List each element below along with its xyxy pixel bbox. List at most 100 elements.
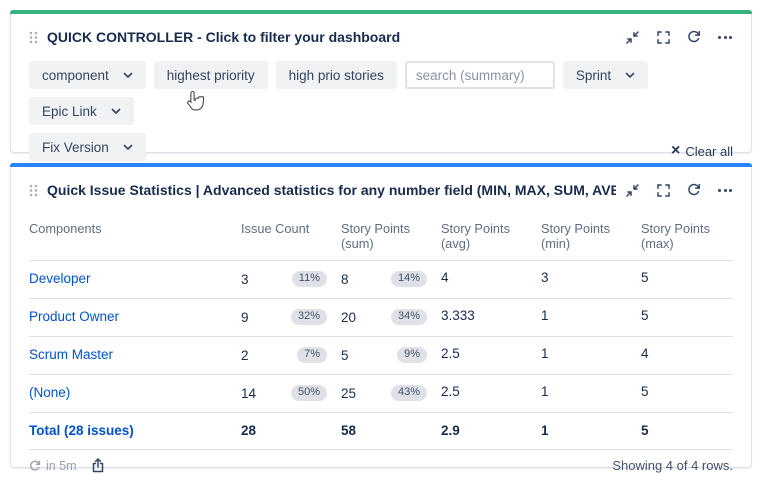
issue-count-value: 14	[241, 385, 257, 401]
table-row: Product Owner 9 32% 20 34% 3.333 1 5	[29, 298, 733, 336]
filter-label: Sprint	[575, 67, 612, 83]
clear-icon: ×	[670, 142, 681, 159]
story-points-avg-value: 2.5	[441, 384, 460, 399]
table-row: Scrum Master 2 7% 5 9% 2.5 1 4	[29, 336, 733, 374]
issue-count-cell: 14 50%	[241, 384, 327, 402]
chevron-down-icon	[123, 144, 133, 151]
story-points-max-value: 5	[641, 384, 649, 399]
clear-all-button[interactable]: × Clear all	[671, 143, 733, 161]
filter-label: Fix Version	[42, 139, 109, 155]
issue-statistics-panel: Quick Issue Statistics | Advanced statis…	[10, 163, 752, 473]
filter-label: highest priority	[166, 67, 255, 83]
story-points-sum-cell: 25 43%	[341, 384, 427, 402]
refresh-countdown-label: in 5m	[46, 458, 77, 473]
component-link[interactable]: Developer	[29, 271, 91, 286]
refresh-countdown[interactable]: in 5m	[29, 459, 77, 473]
column-header: Components	[29, 221, 102, 236]
fullscreen-icon[interactable]	[655, 182, 671, 198]
issue-count-percent-badge: 11%	[291, 270, 327, 288]
refresh-icon[interactable]	[686, 182, 702, 198]
component-link[interactable]: Scrum Master	[29, 347, 114, 362]
table-row: (None) 14 50% 25 43% 2.5 1 5	[29, 374, 733, 412]
story-points-avg-value: 4	[441, 270, 449, 285]
story-points-sum-cell: 8 14%	[341, 270, 427, 288]
export-icon[interactable]	[91, 458, 105, 473]
story-points-avg-value: 3.333	[441, 308, 475, 323]
table-header-row: Components Issue Count Story Points (sum…	[29, 215, 733, 260]
more-options-icon[interactable]	[717, 182, 733, 198]
filter-dropdown-epic-link[interactable]: Epic Link	[29, 97, 134, 125]
column-header: Story Points (max)	[641, 221, 710, 251]
issue-count-percent-badge: 32%	[290, 308, 327, 326]
issue-count-cell: 2 7%	[241, 346, 327, 364]
refresh-icon	[29, 460, 41, 471]
controller-accent-bar	[10, 10, 752, 14]
issue-count-value: 2	[241, 347, 249, 363]
issue-count-value: 9	[241, 309, 249, 325]
total-story-points-max: 5	[641, 423, 649, 438]
story-points-sum-percent-badge: 34%	[390, 308, 427, 326]
column-header: Story Points (min)	[541, 221, 610, 251]
total-story-points-sum: 58	[341, 423, 357, 438]
more-options-icon[interactable]	[717, 29, 733, 45]
collapse-icon[interactable]	[624, 29, 640, 45]
issue-count-cell: 9 32%	[241, 308, 327, 326]
story-points-min-value: 3	[541, 270, 549, 285]
total-label: Total (28 issues)	[29, 423, 134, 438]
issue-count-cell: 3 11%	[241, 270, 327, 288]
story-points-min-value: 1	[541, 308, 549, 323]
total-story-points-min: 1	[541, 423, 549, 438]
summary-search-input[interactable]	[404, 61, 555, 89]
story-points-sum-value: 25	[341, 385, 357, 401]
filter-dropdown-sprint[interactable]: Sprint	[562, 61, 649, 89]
story-points-max-value: 5	[641, 270, 649, 285]
column-header: Story Points (sum)	[341, 221, 410, 251]
filter-button-highest-priority[interactable]: highest priority	[153, 61, 268, 89]
story-points-sum-cell: 20 34%	[341, 308, 427, 326]
chevron-down-icon	[625, 72, 635, 79]
drag-handle-icon[interactable]	[29, 31, 38, 44]
issue-count-percent-badge: 50%	[290, 384, 327, 402]
story-points-min-value: 1	[541, 346, 549, 361]
showing-rows-label: Showing 4 of 4 rows.	[612, 458, 733, 473]
fullscreen-icon[interactable]	[655, 29, 671, 45]
collapse-icon[interactable]	[624, 182, 640, 198]
table-body: Developer 3 11% 8 14% 4 3 5 Product Owne…	[29, 260, 733, 412]
story-points-sum-percent-badge: 9%	[397, 346, 427, 364]
story-points-sum-percent-badge: 14%	[390, 270, 427, 288]
total-story-points-avg: 2.9	[441, 423, 460, 438]
component-link[interactable]: (None)	[29, 385, 71, 400]
stats-title: Quick Issue Statistics | Advanced statis…	[47, 182, 616, 198]
story-points-sum-value: 8	[341, 271, 349, 287]
issue-count-value: 3	[241, 271, 249, 287]
total-issue-count: 28	[241, 423, 257, 438]
story-points-sum-percent-badge: 43%	[390, 384, 427, 402]
story-points-avg-value: 2.5	[441, 346, 460, 361]
drag-handle-icon[interactable]	[29, 184, 38, 197]
component-link[interactable]: Product Owner	[29, 309, 120, 324]
filter-label: high prio stories	[288, 67, 384, 83]
column-header: Story Points (avg)	[441, 221, 510, 251]
table-total-row: Total (28 issues) 28 58 2.9 1 5	[29, 412, 733, 449]
filter-button-high-prio-stories[interactable]: high prio stories	[275, 61, 397, 89]
quick-controller-panel: QUICK CONTROLLER - Click to filter your …	[10, 10, 752, 161]
stats-accent-bar	[10, 163, 752, 167]
story-points-sum-value: 5	[341, 347, 349, 363]
controller-title: QUICK CONTROLLER - Click to filter your …	[47, 29, 401, 45]
story-points-max-value: 5	[641, 308, 649, 323]
chevron-down-icon	[111, 108, 121, 115]
filter-dropdown-component[interactable]: component	[29, 61, 146, 89]
story-points-sum-value: 20	[341, 309, 357, 325]
issue-count-percent-badge: 7%	[297, 346, 327, 364]
table-row: Developer 3 11% 8 14% 4 3 5	[29, 260, 733, 298]
chevron-down-icon	[123, 72, 133, 79]
story-points-sum-cell: 5 9%	[341, 346, 427, 364]
filter-dropdown-fix-version[interactable]: Fix Version	[29, 133, 146, 161]
refresh-icon[interactable]	[686, 29, 702, 45]
stats-footer: in 5m Showing 4 of 4 rows.	[29, 449, 733, 473]
story-points-min-value: 1	[541, 384, 549, 399]
story-points-max-value: 4	[641, 346, 649, 361]
filter-label: component	[42, 67, 109, 83]
column-header: Issue Count	[241, 221, 310, 236]
